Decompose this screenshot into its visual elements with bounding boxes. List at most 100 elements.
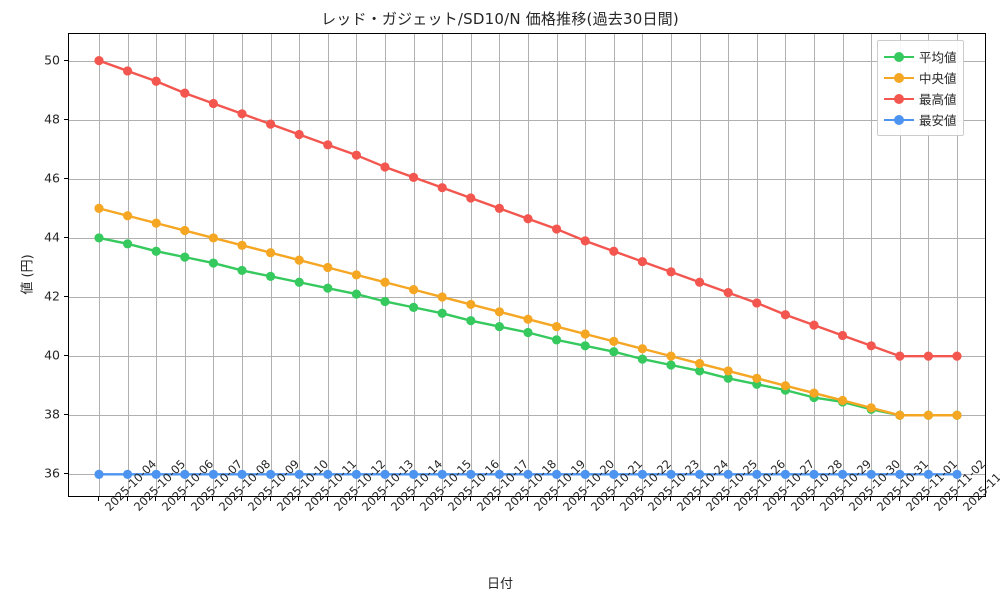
data-point-marker [552, 321, 562, 332]
series-layer [94, 55, 962, 479]
data-point-marker [780, 310, 791, 320]
x-tick-label: 2025-10-22 [617, 457, 674, 514]
data-point-marker [723, 469, 733, 479]
legend-item-中央値[interactable]: 中央値 [884, 67, 957, 88]
x-tick-mark [498, 497, 500, 501]
gridline-vertical [899, 34, 901, 496]
data-point-marker [494, 321, 504, 332]
data-point-marker [609, 336, 619, 346]
x-tick-mark [183, 497, 185, 501]
data-point-marker [838, 469, 848, 479]
x-tick-mark [927, 497, 929, 501]
y-tick-label: 40 [44, 347, 60, 363]
data-point-marker [609, 246, 619, 256]
series-平均値 [94, 233, 962, 420]
data-point-marker [437, 308, 447, 318]
y-tick-label: 46 [44, 170, 60, 186]
data-point-marker [609, 469, 619, 479]
legend-item-最安値[interactable]: 最安値 [884, 109, 957, 130]
x-tick-mark [155, 497, 157, 501]
data-point-marker [409, 172, 419, 182]
legend-item-label: 最高値 [919, 92, 957, 107]
x-tick-label: 2025-10-09 [245, 457, 302, 514]
y-tick-label: 42 [44, 288, 60, 304]
x-tick-mark [670, 497, 671, 501]
x-tick-label: 2025-10-11 [302, 457, 359, 514]
data-point-marker [151, 218, 161, 228]
data-point-marker [637, 354, 648, 364]
data-point-marker [237, 240, 247, 250]
data-point-marker [180, 225, 190, 236]
data-point-marker [380, 296, 390, 307]
data-point-marker [323, 283, 333, 293]
y-tick-label: 44 [44, 229, 60, 245]
gridline-vertical [528, 34, 529, 496]
data-point-marker [180, 88, 190, 98]
data-point-marker [437, 292, 447, 302]
x-tick-label: 2025-10-20 [560, 457, 617, 514]
x-tick-label: 2025-10-23 [645, 457, 702, 514]
data-point-marker [838, 330, 848, 341]
data-point-marker [666, 469, 676, 479]
plot-area [68, 33, 986, 497]
data-point-marker [409, 285, 419, 295]
data-point-marker [637, 256, 648, 267]
legend-item-平均値[interactable]: 平均値 [884, 46, 957, 67]
data-point-marker [895, 410, 905, 420]
data-point-marker [494, 469, 504, 479]
data-point-marker [580, 329, 590, 339]
x-tick-mark [384, 497, 385, 501]
gridline-horizontal [69, 178, 985, 180]
data-point-marker [637, 469, 648, 479]
data-point-marker [266, 248, 276, 258]
x-tick-mark [98, 497, 99, 501]
x-tick-mark [269, 497, 271, 501]
data-point-marker [266, 271, 276, 281]
gridline-vertical [785, 34, 787, 496]
gridline-vertical [842, 34, 844, 496]
x-tick-label: 2025-10-28 [788, 457, 845, 514]
data-point-marker [552, 335, 562, 345]
data-point-marker [695, 277, 705, 287]
gridline-vertical [127, 34, 129, 496]
data-point-marker [323, 262, 333, 273]
data-point-marker [123, 239, 133, 249]
gridline-vertical [814, 34, 815, 496]
x-tick-label: 2025-10-08 [216, 457, 273, 514]
data-point-marker [380, 277, 390, 287]
data-point-marker [523, 469, 533, 479]
x-tick-label: 2025-10-25 [703, 457, 760, 514]
x-tick-label: 2025-10-10 [274, 457, 331, 514]
y-tick-mark [64, 296, 68, 298]
gridline-vertical [356, 34, 358, 496]
series-最安値 [94, 469, 962, 479]
data-point-marker [780, 469, 791, 479]
gridline-vertical [728, 34, 730, 496]
x-tick-label: 2025-10-13 [359, 457, 416, 514]
x-tick-label: 2025-10-31 [874, 457, 931, 514]
chart-legend: 平均値 中央値最高値最安値 [877, 40, 964, 136]
data-point-marker [752, 373, 762, 383]
data-point-marker [923, 469, 934, 479]
data-point-marker [294, 469, 304, 479]
data-point-marker [552, 469, 562, 479]
data-point-marker [151, 469, 161, 479]
legend-swatch-icon [884, 113, 914, 127]
data-point-marker [752, 469, 762, 479]
data-point-marker [351, 150, 361, 160]
y-tick-mark [64, 118, 68, 120]
gridline-horizontal [69, 119, 985, 121]
data-point-marker [523, 214, 533, 224]
data-point-marker [208, 258, 218, 268]
series-line [97, 207, 959, 417]
gridline-vertical [442, 34, 444, 496]
data-point-marker [523, 327, 533, 338]
data-point-marker [351, 270, 361, 280]
data-point-marker [466, 469, 476, 479]
x-tick-label: 2025-11-02 [931, 457, 988, 514]
x-tick-mark [441, 497, 443, 501]
legend-item-最高値[interactable]: 最高値 [884, 88, 957, 109]
y-tick-label: 50 [44, 52, 60, 68]
x-tick-mark [326, 497, 328, 501]
data-point-marker [723, 373, 733, 383]
